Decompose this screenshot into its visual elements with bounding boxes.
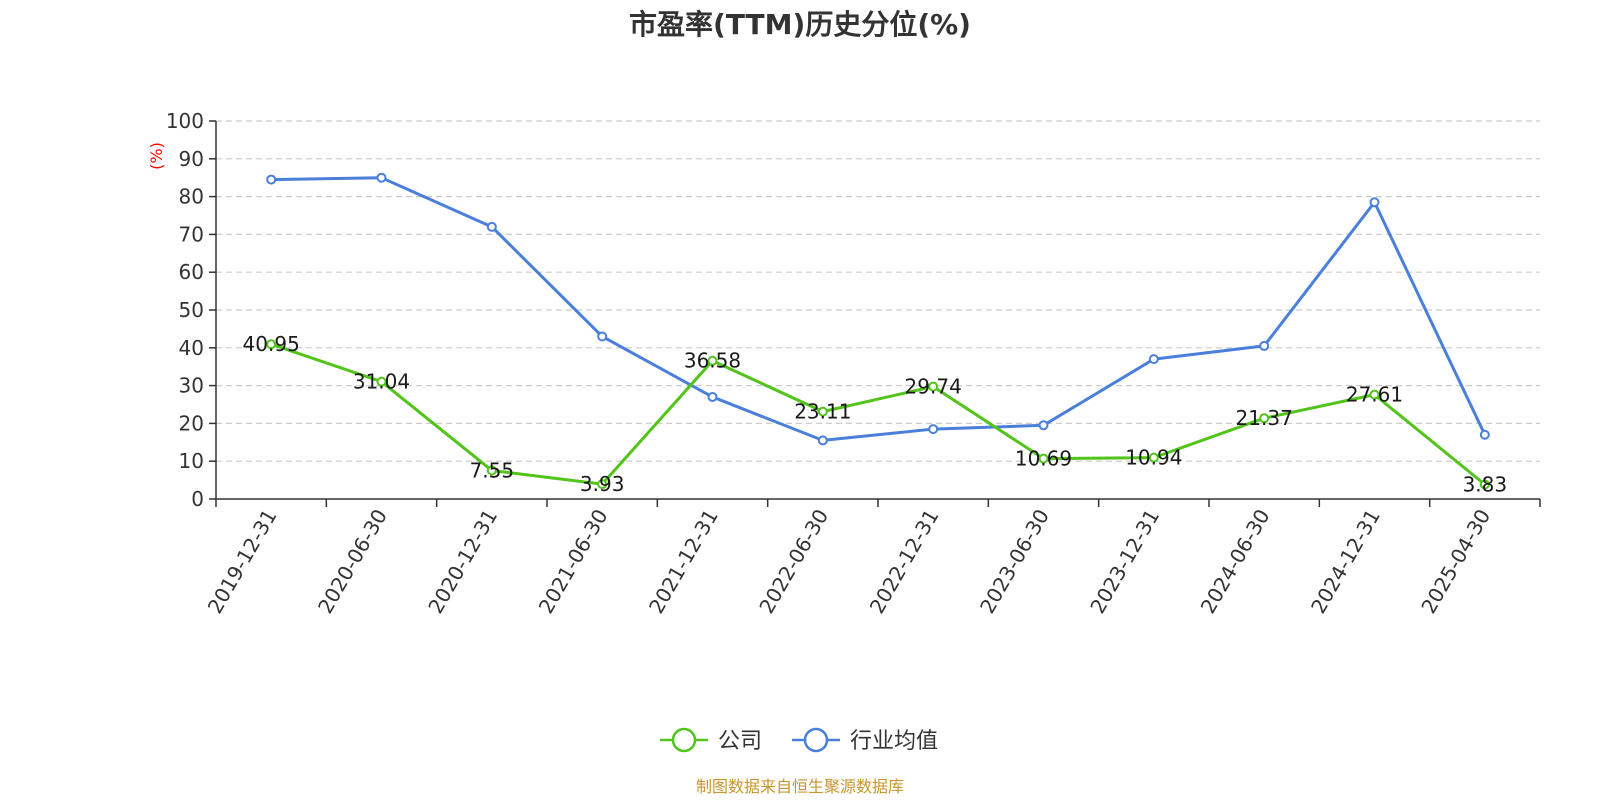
data-point[interactable] — [1479, 429, 1490, 440]
data-label: 21.37 — [1236, 406, 1293, 430]
data-point[interactable] — [707, 391, 718, 402]
x-tick-label: 2023-12-31 — [1085, 505, 1164, 618]
data-point[interactable] — [486, 221, 497, 232]
data-point[interactable] — [597, 479, 608, 490]
x-tick-label: 2022-12-31 — [865, 505, 944, 618]
data-label: 7.55 — [470, 458, 515, 482]
data-point[interactable] — [266, 174, 277, 185]
data-label: 23.11 — [794, 400, 851, 424]
axes — [209, 120, 1541, 507]
y-tick-label: 100 — [166, 109, 204, 133]
x-tick-label: 2025-04-30 — [1416, 505, 1495, 618]
data-point[interactable] — [817, 435, 828, 446]
x-tick-label: 2024-06-30 — [1196, 505, 1275, 618]
data-point[interactable] — [1369, 389, 1380, 400]
series-line-1 — [271, 176, 1487, 442]
data-point[interactable] — [817, 406, 828, 417]
data-label: 40.95 — [243, 332, 300, 356]
data-point[interactable] — [1148, 452, 1159, 463]
legend-label: 行业均值 — [850, 729, 938, 754]
y-tick-label: 80 — [179, 185, 204, 209]
data-point[interactable] — [1038, 420, 1049, 431]
y-tick-label: 20 — [179, 411, 204, 435]
data-point[interactable] — [928, 424, 939, 435]
y-axis-label: (%) — [147, 142, 166, 170]
grid-lines — [216, 120, 1540, 462]
data-point[interactable] — [486, 465, 497, 476]
data-labels-group: 40.95 31.04 7.55 3.93 36.58 23.11 29.74 10.69 10… — [243, 332, 1508, 496]
data-point[interactable] — [1479, 479, 1490, 490]
x-tick-label: 2022-06-30 — [754, 505, 833, 618]
legend-item-1[interactable]: 行业均值 — [792, 727, 938, 754]
y-tick-label: 40 — [179, 336, 204, 360]
chart-title: 市盈率(TTM)历史分位(%) — [629, 8, 971, 41]
data-label: 10.94 — [1125, 446, 1182, 470]
x-tick-label: 2020-12-31 — [423, 505, 502, 618]
legend[interactable]: 公司 行业均值 — [660, 727, 938, 754]
y-tick-label: 30 — [179, 374, 204, 398]
x-tick-label: 2024-12-31 — [1306, 505, 1385, 618]
y-tick-labels: 0 10 20 30 40 50 60 70 80 90 100 — [166, 109, 204, 511]
data-point[interactable] — [376, 376, 387, 387]
data-point[interactable] — [1259, 340, 1270, 351]
legend-marker — [803, 727, 829, 753]
data-label: 31.04 — [353, 370, 410, 394]
data-point[interactable] — [1369, 197, 1380, 208]
legend-marker — [671, 727, 697, 753]
x-tick-label: 2019-12-31 — [203, 505, 282, 618]
data-point[interactable] — [707, 355, 718, 366]
data-label: 3.83 — [1463, 473, 1508, 497]
x-tick-label: 2021-12-31 — [644, 505, 723, 618]
data-point[interactable] — [928, 381, 939, 392]
data-label: 27.61 — [1346, 383, 1403, 407]
data-point[interactable] — [266, 339, 277, 350]
x-tick-label: 2021-06-30 — [534, 505, 613, 618]
x-tick-label: 2023-06-30 — [975, 505, 1054, 618]
data-label: 10.69 — [1015, 447, 1072, 471]
legend-item-0[interactable]: 公司 — [660, 727, 762, 754]
y-tick-label: 0 — [191, 487, 204, 511]
y-tick-label: 70 — [179, 222, 204, 246]
data-point[interactable] — [597, 331, 608, 342]
y-tick-label: 90 — [179, 147, 204, 171]
x-tick-labels: 2019-12-31 2020-06-30 2020-12-31 2021-06-30… — [203, 505, 1496, 618]
data-label: 3.93 — [580, 472, 625, 496]
y-tick-label: 50 — [179, 298, 204, 322]
data-point[interactable] — [1148, 354, 1159, 365]
data-point[interactable] — [376, 172, 387, 183]
data-label: 36.58 — [684, 349, 741, 373]
x-tick-label: 2020-06-30 — [313, 505, 392, 618]
y-tick-label: 10 — [179, 449, 204, 473]
data-label: 29.74 — [905, 375, 962, 399]
series-line-0 — [270, 342, 1486, 486]
legend-label: 公司 — [718, 729, 762, 754]
y-tick-label: 60 — [179, 260, 204, 284]
data-point[interactable] — [1259, 413, 1270, 424]
source-note: 制图数据来自恒生聚源数据库 — [696, 777, 904, 796]
data-point[interactable] — [1038, 453, 1049, 464]
series-group — [266, 172, 1490, 490]
